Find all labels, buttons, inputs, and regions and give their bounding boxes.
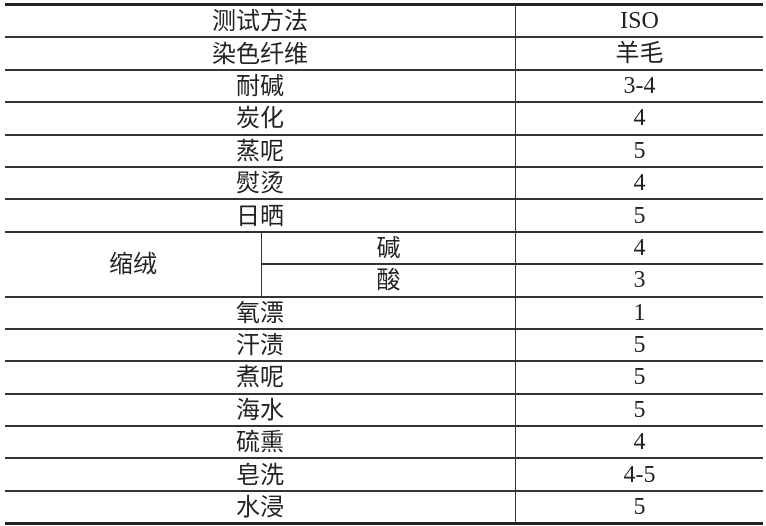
table-row: 耐碱 3-4: [5, 68, 763, 104]
row-value: 4-5: [515, 457, 763, 492]
fiber-value: 羊毛: [515, 36, 763, 71]
row-value: 4: [515, 165, 763, 201]
table-row: 海水 5: [5, 392, 763, 428]
row-label: 煮呢: [5, 360, 516, 395]
table-row: 蒸呢 5: [5, 133, 763, 168]
row-value: 5: [515, 489, 763, 526]
table-row: 硫熏 4: [5, 425, 763, 460]
milling-label: 缩绒: [5, 230, 262, 298]
table-row: 熨烫 4: [5, 165, 763, 201]
row-label: 汗渍: [5, 327, 516, 363]
table-row: 日晒 5: [5, 198, 763, 233]
fiber-row: 染色纤维 羊毛: [5, 36, 763, 71]
row-value: 5: [515, 327, 763, 363]
row-label: 熨烫: [5, 165, 516, 201]
row-label: 耐碱: [5, 68, 516, 104]
table-row: 汗渍 5: [5, 327, 763, 363]
table-row: 煮呢 5: [5, 360, 763, 395]
fiber-label: 染色纤维: [5, 36, 516, 71]
colorfastness-table: 测试方法 ISO 染色纤维 羊毛 耐碱 3-4 炭化 4 蒸呢 5 熨烫 4 日晒 5 缩…: [5, 3, 763, 526]
table-row: 水浸 5: [5, 489, 763, 526]
row-value: 5: [515, 198, 763, 233]
table-row: 皂洗 4-5: [5, 457, 763, 492]
subrow-value: 4: [515, 230, 763, 266]
row-label: 蒸呢: [5, 133, 516, 168]
table-row: 缩绒 碱 4: [5, 230, 763, 298]
row-label: 日晒: [5, 198, 516, 233]
row-label: 氧漂: [5, 295, 516, 330]
row-value: 5: [515, 133, 763, 168]
row-value: 1: [515, 295, 763, 330]
row-label: 水浸: [5, 489, 516, 526]
subrow-value: 3: [515, 263, 763, 298]
row-value: 5: [515, 392, 763, 428]
header-standard: ISO: [515, 3, 763, 39]
row-label: 硫熏: [5, 425, 516, 460]
header-method: 测试方法: [5, 3, 516, 39]
subrow-label: 碱: [261, 230, 516, 266]
row-label: 炭化: [5, 101, 516, 136]
table-row: 氧漂 1: [5, 295, 763, 330]
table-row: 酸 3: [5, 263, 763, 298]
row-value: 3-4: [515, 68, 763, 104]
header-row: 测试方法 ISO: [5, 3, 763, 39]
row-label: 皂洗: [5, 457, 516, 492]
row-label: 海水: [5, 392, 516, 428]
row-value: 4: [515, 425, 763, 460]
row-value: 4: [515, 101, 763, 136]
table-row: 炭化 4: [5, 101, 763, 136]
row-value: 5: [515, 360, 763, 395]
subrow-label: 酸: [261, 263, 516, 298]
